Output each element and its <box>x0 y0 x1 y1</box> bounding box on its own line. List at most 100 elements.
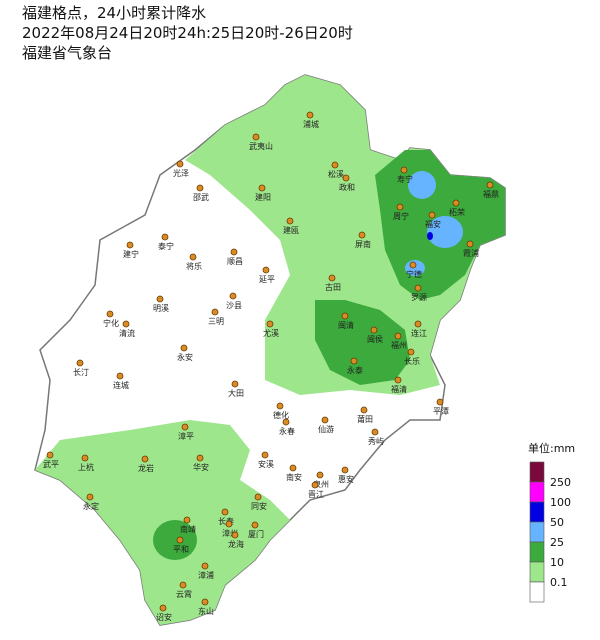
county-label: 福安 <box>425 219 441 229</box>
county-marker <box>159 604 167 612</box>
county-marker <box>176 536 184 544</box>
county-marker <box>400 166 408 174</box>
county-label: 同安 <box>251 501 267 511</box>
county-label: 永泰 <box>347 365 363 375</box>
county-label: 延平 <box>259 274 275 284</box>
county-marker <box>116 372 124 380</box>
county-marker <box>221 508 229 516</box>
county-label: 漳平 <box>178 431 194 441</box>
county-marker <box>370 326 378 334</box>
county-marker <box>358 231 366 239</box>
county-marker <box>251 521 259 529</box>
title: 福建格点，24小时累计降水 <box>22 4 206 22</box>
county-marker <box>261 451 269 459</box>
county-marker <box>254 493 262 501</box>
county-marker <box>371 428 379 436</box>
county-label: 建阳 <box>255 192 271 202</box>
rain-zone-storm <box>427 232 433 240</box>
county-marker <box>225 520 233 528</box>
county-label: 浦城 <box>303 119 319 129</box>
county-marker <box>321 416 329 424</box>
county-label: 平潭 <box>433 407 449 416</box>
county-label: 清流 <box>119 328 135 338</box>
legend-label: 100 <box>550 496 571 509</box>
county-marker <box>452 199 460 207</box>
county-marker <box>407 348 415 356</box>
county-marker <box>282 418 290 426</box>
county-marker <box>394 376 402 384</box>
county-marker <box>266 320 274 328</box>
county-marker <box>428 211 436 219</box>
county-label: 上杭 <box>78 462 94 472</box>
legend-swatch <box>529 561 545 583</box>
legend-title: 单位:mm <box>528 441 575 455</box>
county-marker <box>341 312 349 320</box>
legend-swatch <box>529 541 545 563</box>
legend-swatch <box>529 461 545 483</box>
county-label: 莆田 <box>357 414 373 424</box>
county-label: 仙游 <box>318 424 334 434</box>
county-marker <box>46 451 54 459</box>
county-marker <box>414 320 422 328</box>
county-label: 宁德 <box>406 269 422 279</box>
county-marker <box>180 344 188 352</box>
legend-label: 10 <box>550 556 564 569</box>
county-marker <box>328 274 336 282</box>
county-marker <box>311 481 319 489</box>
county-label: 诏安 <box>156 612 172 622</box>
county-label: 南安 <box>286 472 302 482</box>
county-label: 厦门 <box>248 529 264 539</box>
county-label: 建瓯 <box>283 225 299 235</box>
county-marker <box>286 217 294 225</box>
county-marker <box>486 181 494 189</box>
county-label: 邵武 <box>193 192 209 202</box>
rain-zone-heavy <box>427 216 463 248</box>
county-marker <box>394 332 402 340</box>
county-marker <box>252 133 260 141</box>
county-label: 东山 <box>198 606 214 616</box>
county-label: 德化 <box>273 410 289 420</box>
county-marker <box>306 111 314 119</box>
county-label: 三明 <box>208 317 224 326</box>
county-label: 松溪 <box>328 169 344 179</box>
province-map <box>34 74 506 626</box>
county-marker <box>183 516 191 524</box>
county-marker <box>176 160 184 168</box>
county-label: 霞浦 <box>463 248 479 258</box>
county-marker <box>211 308 219 316</box>
county-marker <box>81 454 89 462</box>
county-label: 连江 <box>411 328 427 338</box>
county-label: 宁化 <box>103 318 119 328</box>
county-label: 秀屿 <box>368 436 384 446</box>
county-marker <box>156 295 164 303</box>
county-marker <box>331 161 339 169</box>
county-label: 安溪 <box>258 459 274 469</box>
legend-swatch <box>529 581 545 603</box>
county-marker <box>350 357 358 365</box>
rain-zone-heavy <box>408 171 436 199</box>
county-label: 长泰 <box>218 516 234 526</box>
county-label: 武夷山 <box>249 141 273 151</box>
county-marker <box>316 471 324 479</box>
county-marker <box>141 455 149 463</box>
legend-swatch <box>529 501 545 523</box>
rain-zone-moderate <box>315 300 410 385</box>
county-label: 政和 <box>339 182 355 192</box>
county-marker <box>161 233 169 241</box>
county-label: 永定 <box>83 501 99 511</box>
county-label: 闽清 <box>338 320 354 330</box>
county-marker <box>126 241 134 249</box>
county-label: 寿宁 <box>397 174 413 184</box>
county-label: 福清 <box>391 384 407 394</box>
county-marker <box>231 531 239 539</box>
legend-label: 0.1 <box>550 576 568 589</box>
county-label: 云霄 <box>176 590 192 599</box>
county-marker <box>409 261 417 269</box>
county-marker <box>196 454 204 462</box>
county-label: 明溪 <box>153 303 169 313</box>
source: 福建省气象台 <box>22 44 112 62</box>
legend-label: 250 <box>550 476 571 489</box>
legend-label: 50 <box>550 516 564 529</box>
county-label: 福鼎 <box>483 190 499 199</box>
